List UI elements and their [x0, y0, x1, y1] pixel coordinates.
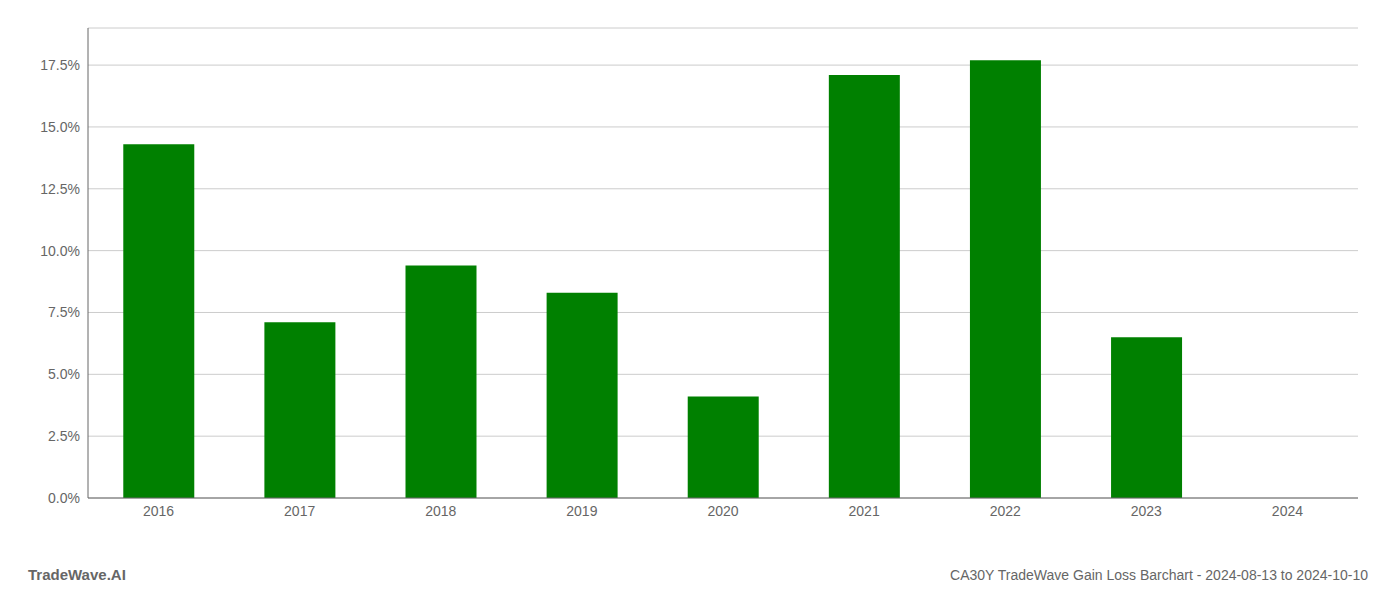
svg-text:0.0%: 0.0% [48, 490, 80, 506]
svg-text:2016: 2016 [143, 503, 174, 519]
svg-text:2019: 2019 [566, 503, 597, 519]
svg-text:2.5%: 2.5% [48, 428, 80, 444]
svg-text:2021: 2021 [849, 503, 880, 519]
svg-text:7.5%: 7.5% [48, 304, 80, 320]
svg-text:2020: 2020 [707, 503, 738, 519]
svg-text:15.0%: 15.0% [40, 119, 80, 135]
svg-text:2023: 2023 [1131, 503, 1162, 519]
svg-text:12.5%: 12.5% [40, 181, 80, 197]
svg-text:2017: 2017 [284, 503, 315, 519]
svg-text:2018: 2018 [425, 503, 456, 519]
html-text:TradeWave.AI: TradeWave.AI [28, 566, 126, 583]
svg-text:17.5%: 17.5% [40, 57, 80, 73]
svg-text:2024: 2024 [1272, 503, 1303, 519]
svg-text:2022: 2022 [990, 503, 1021, 519]
svg-text:10.0%: 10.0% [40, 243, 80, 259]
html-text:CA30Y TradeWave Gain Loss Barc: CA30Y TradeWave Gain Loss Barchart - 202… [950, 567, 1368, 583]
svg-text:5.0%: 5.0% [48, 366, 80, 382]
